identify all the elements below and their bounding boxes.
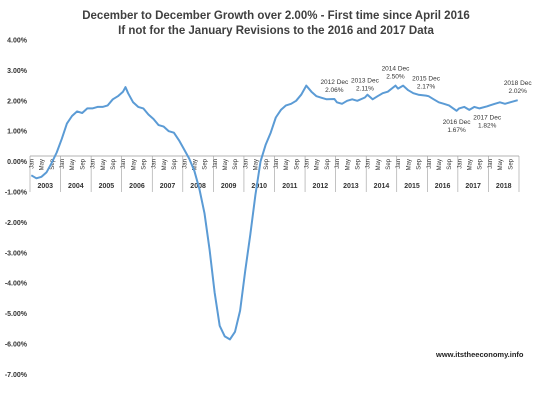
annotation-value: 1.82% xyxy=(478,122,497,129)
y-tick-label: -1.00% xyxy=(5,190,28,197)
year-label: 2012 xyxy=(313,183,329,190)
month-tick-label: May xyxy=(345,159,351,170)
month-tick-label: May xyxy=(162,159,168,170)
month-tick-label: Jan xyxy=(60,159,66,169)
annotation-label: 2012 Dec xyxy=(320,79,349,86)
month-tick-label: Jan xyxy=(91,159,97,169)
month-tick-label: Sep xyxy=(386,158,392,169)
y-tick-label: -6.00% xyxy=(5,342,28,349)
year-label: 2018 xyxy=(496,183,512,190)
month-tick-label: May xyxy=(192,159,198,170)
chart-title: December to December Growth over 2.00% -… xyxy=(82,10,470,22)
month-tick-label: Jan xyxy=(29,159,35,169)
year-label: 2004 xyxy=(68,183,84,190)
month-tick-label: Jan xyxy=(182,159,188,169)
y-tick-label: 2.00% xyxy=(7,98,28,105)
month-tick-label: Sep xyxy=(325,158,331,169)
month-tick-label: Sep xyxy=(264,158,270,169)
month-tick-label: Sep xyxy=(508,158,514,169)
source-label: www.itstheeconomy.info xyxy=(436,350,524,359)
month-tick-label: Sep xyxy=(203,158,209,169)
month-tick-label: Sep xyxy=(355,158,361,169)
annotation-label: 2017 Dec xyxy=(473,114,502,121)
month-tick-label: Sep xyxy=(111,158,117,169)
y-tick-label: -4.00% xyxy=(5,281,28,288)
month-tick-label: Jan xyxy=(305,159,311,169)
month-tick-label: May xyxy=(406,159,412,170)
month-tick-label: May xyxy=(70,159,76,170)
month-tick-label: Jan xyxy=(396,159,402,169)
month-tick-label: Jan xyxy=(121,159,127,169)
month-tick-label: Jan xyxy=(488,159,494,169)
month-tick-label: Jan xyxy=(457,159,463,169)
y-tick-label: -2.00% xyxy=(5,220,28,227)
annotation-value: 2.50% xyxy=(386,74,405,81)
month-tick-label: Sep xyxy=(172,158,178,169)
month-tick-label: Jan xyxy=(366,159,372,169)
month-tick-label: May xyxy=(101,159,107,170)
month-tick-label: Jan xyxy=(243,159,249,169)
year-label: 2009 xyxy=(221,183,237,190)
month-tick-label: May xyxy=(437,159,443,170)
month-tick-label: Jan xyxy=(274,159,280,169)
month-tick-label: May xyxy=(284,159,290,170)
annotation-value: 2.02% xyxy=(509,88,528,95)
annotation-label: 2014 Dec xyxy=(382,66,411,73)
month-tick-label: May xyxy=(376,159,382,170)
year-label: 2014 xyxy=(374,183,390,190)
month-tick-label: Sep xyxy=(447,158,453,169)
y-tick-label: 0.00% xyxy=(7,159,28,166)
y-tick-label: 3.00% xyxy=(7,68,28,75)
month-tick-label: Jan xyxy=(152,159,158,169)
month-tick-label: May xyxy=(498,159,504,170)
y-tick-label: 1.00% xyxy=(7,129,28,136)
annotation-label: 2015 Dec xyxy=(412,76,441,83)
y-tick-label: -3.00% xyxy=(5,250,28,257)
annotation-label: 2018 Dec xyxy=(504,80,533,87)
annotation-value: 2.11% xyxy=(356,85,374,92)
year-label: 2007 xyxy=(160,183,176,190)
month-tick-label: Sep xyxy=(80,158,86,169)
month-tick-label: Sep xyxy=(294,158,300,169)
series-line xyxy=(30,84,518,341)
year-label: 2015 xyxy=(404,183,420,190)
month-tick-label: May xyxy=(223,159,229,170)
month-tick-label: Jan xyxy=(427,159,433,169)
annotation-value: 2.06% xyxy=(325,87,344,94)
year-label: 2010 xyxy=(251,183,267,190)
year-label: 2011 xyxy=(282,183,297,190)
annotation-label: 2013 Dec xyxy=(351,77,380,84)
annotation-label: 2016 Dec xyxy=(443,119,472,126)
annotation-value: 1.67% xyxy=(447,127,466,134)
month-tick-label: May xyxy=(40,159,46,170)
month-tick-label: May xyxy=(254,159,260,170)
month-tick-label: May xyxy=(131,159,137,170)
y-tick-label: -5.00% xyxy=(5,311,28,318)
month-tick-label: Sep xyxy=(417,158,423,169)
year-label: 2013 xyxy=(343,183,359,190)
month-tick-label: Sep xyxy=(478,158,484,169)
year-label: 2005 xyxy=(99,183,115,190)
year-label: 2006 xyxy=(129,183,145,190)
month-tick-label: Sep xyxy=(233,158,239,169)
month-tick-label: Jan xyxy=(335,159,341,169)
chart-subtitle: If not for the January Revisions to the … xyxy=(118,25,434,37)
month-tick-label: Sep xyxy=(142,158,148,169)
year-label: 2017 xyxy=(465,183,481,190)
month-tick-label: Jan xyxy=(213,159,219,169)
month-tick-label: May xyxy=(315,159,321,170)
year-label: 2003 xyxy=(37,183,53,190)
month-tick-label: Sep xyxy=(50,158,56,169)
annotation-value: 2.17% xyxy=(417,84,436,91)
year-label: 2016 xyxy=(435,183,451,190)
month-tick-label: May xyxy=(468,159,474,170)
y-tick-label: 4.00% xyxy=(7,38,28,45)
y-tick-label: -7.00% xyxy=(5,372,28,379)
